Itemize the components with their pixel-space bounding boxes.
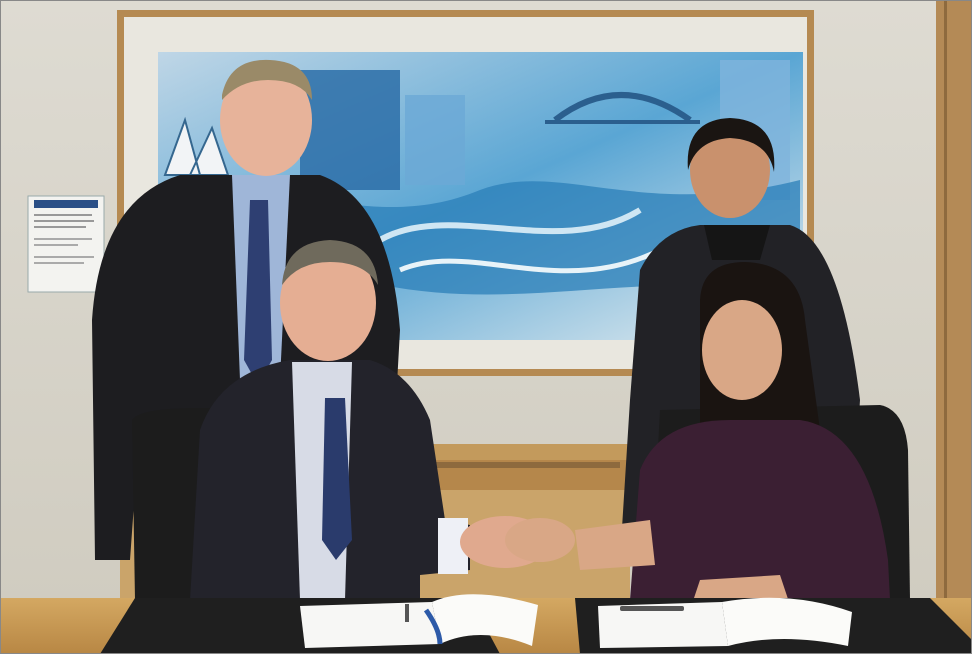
person-seated-left — [190, 240, 470, 600]
pen-right — [620, 606, 684, 611]
wall-notice — [27, 195, 105, 293]
door-panel — [936, 0, 972, 610]
agreement-document-right — [598, 597, 852, 648]
pen-left — [405, 604, 409, 622]
handshake — [460, 516, 575, 568]
